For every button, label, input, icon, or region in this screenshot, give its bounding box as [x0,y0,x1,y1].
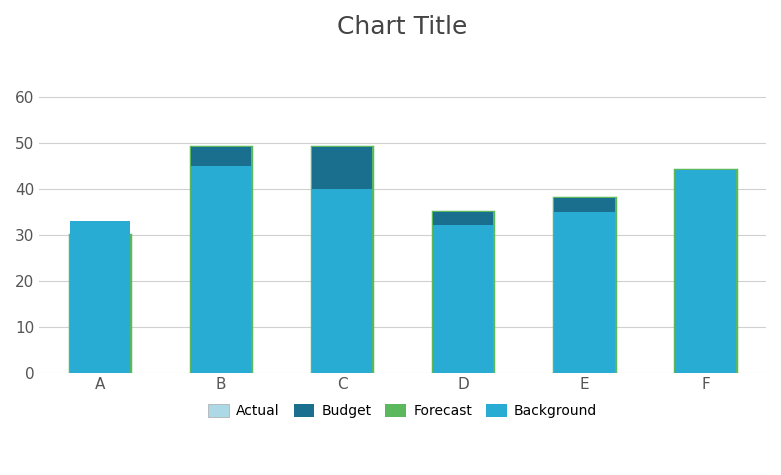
Bar [70,221,130,372]
Bar [675,170,736,372]
Bar [191,166,251,372]
Bar [554,212,615,372]
Bar [433,212,494,372]
Bar [312,189,373,372]
Bar [70,221,130,372]
Bar [191,166,251,372]
Bar [554,198,615,372]
Bar [191,147,251,372]
Bar [675,170,736,372]
Title: Chart Title: Chart Title [337,15,468,39]
Bar [433,226,494,372]
Bar [675,170,736,372]
Bar [554,198,615,372]
Bar [70,235,130,372]
Legend: Actual, Budget, Forecast, Background: Actual, Budget, Forecast, Background [203,399,602,424]
Bar [312,189,373,372]
Bar [312,147,373,372]
Bar [312,147,373,372]
Bar [70,235,130,372]
Bar [554,212,615,372]
Bar [433,212,494,372]
Bar [191,147,251,372]
Bar [433,226,494,372]
Bar [675,170,736,372]
